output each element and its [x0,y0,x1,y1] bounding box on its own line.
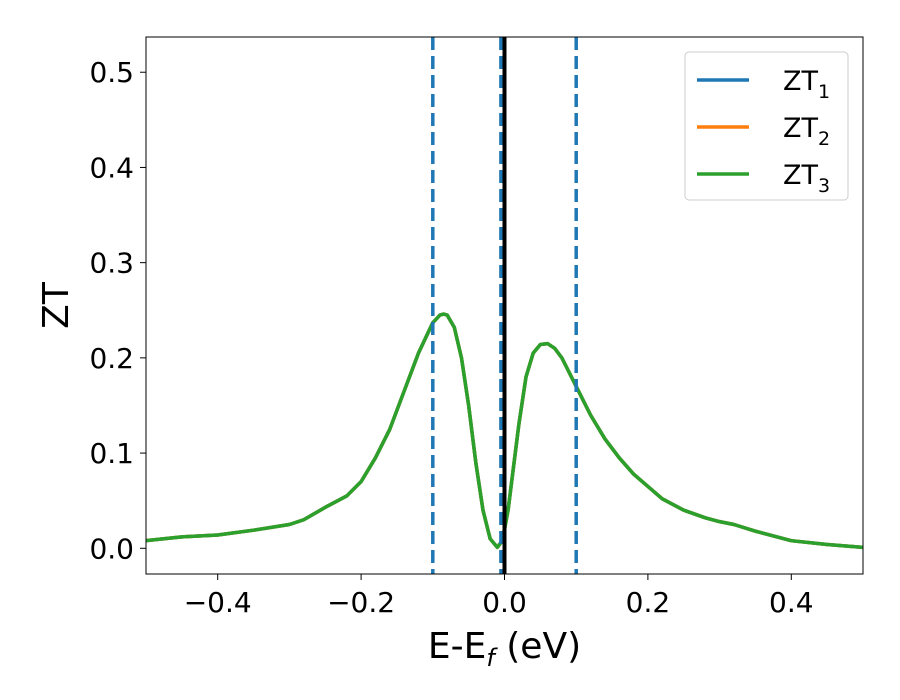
y-tick-label: 0.4 [89,151,134,184]
x-axis-label-main: E-E [428,626,486,667]
x-tick-label: 0.4 [769,586,814,619]
y-axis-label: ZT [36,281,77,329]
legend-box [684,51,849,201]
legend-label-main: ZT [783,113,818,144]
legend-label-main: ZT [783,160,818,191]
y-tick-label: 0.1 [89,437,134,470]
legend-label-2: ZT2 [783,113,830,150]
y-tick-label: 0.0 [89,532,134,565]
legend-label-sub: 1 [818,81,830,103]
y-tick-label: 0.3 [89,247,134,280]
x-tick-label: −0.4 [184,586,252,619]
legend-label-main: ZT [783,66,818,97]
y-tick-label: 0.5 [89,56,134,89]
legend-label-sub: 2 [818,128,830,150]
x-tick-label: 0.0 [482,586,527,619]
y-tick-label: 0.2 [89,342,134,375]
x-axis-label-suffix: (eV) [495,626,581,667]
ticks: −0.4 −0.2 0.0 0.2 0.4 0.0 0.1 0.2 0.3 0.4 0.5 [89,56,813,619]
x-tick-label: 0.2 [626,586,671,619]
legend-label-1: ZT1 [783,66,830,103]
plot-area [146,37,863,574]
legend-label-sub: 3 [818,175,830,197]
x-tick-label: −0.2 [327,586,395,619]
x-axis-label: E-Ef (eV) [428,626,581,672]
legend-label-3: ZT3 [783,160,830,197]
